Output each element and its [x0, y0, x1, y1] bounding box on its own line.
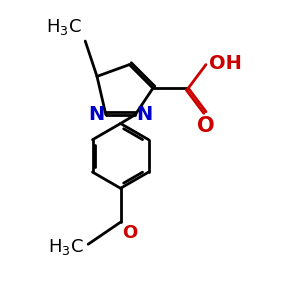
Text: N: N: [88, 105, 104, 124]
Text: N: N: [137, 105, 153, 124]
Text: O: O: [197, 116, 215, 136]
Text: OH: OH: [209, 54, 242, 73]
Text: H$_3$C: H$_3$C: [48, 237, 84, 257]
Text: H$_3$C: H$_3$C: [46, 16, 82, 37]
Text: O: O: [123, 224, 138, 242]
